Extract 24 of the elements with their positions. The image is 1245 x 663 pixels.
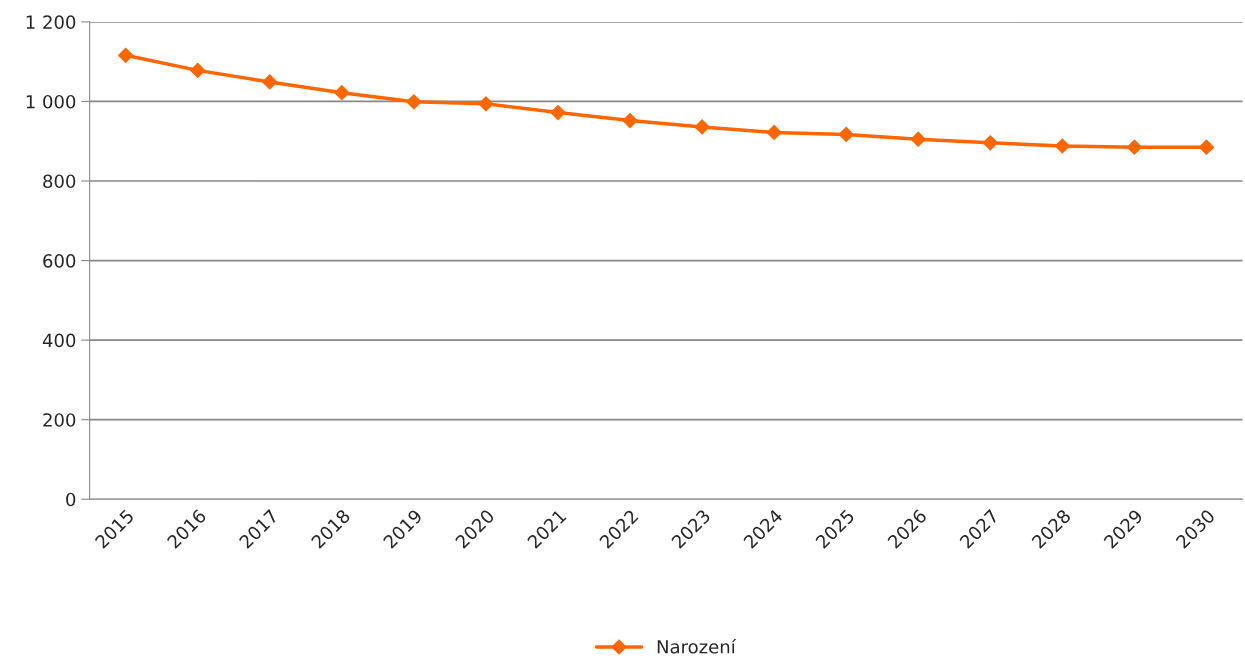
point [1126,139,1142,155]
legend-label: Narození [657,638,737,654]
point [1054,138,1070,154]
point [1198,139,1215,155]
point [838,126,854,143]
y-tick-label: 200 [43,413,76,427]
point [262,74,278,90]
point [478,96,494,112]
y-tick-label: 0 [66,492,76,507]
y-tick-label: 1 200 [26,15,76,29]
point [982,135,998,151]
y-tick-label: 600 [43,254,76,268]
point [910,131,926,147]
point [766,124,782,141]
point [694,119,710,135]
y-tick-label: 1 000 [26,94,76,109]
point [622,112,638,129]
y-tick-label: 800 [43,174,76,189]
point [406,94,422,110]
point [334,85,350,101]
y-tick-label: 400 [42,333,76,348]
point [118,47,134,63]
point [550,105,566,121]
point [190,62,206,78]
